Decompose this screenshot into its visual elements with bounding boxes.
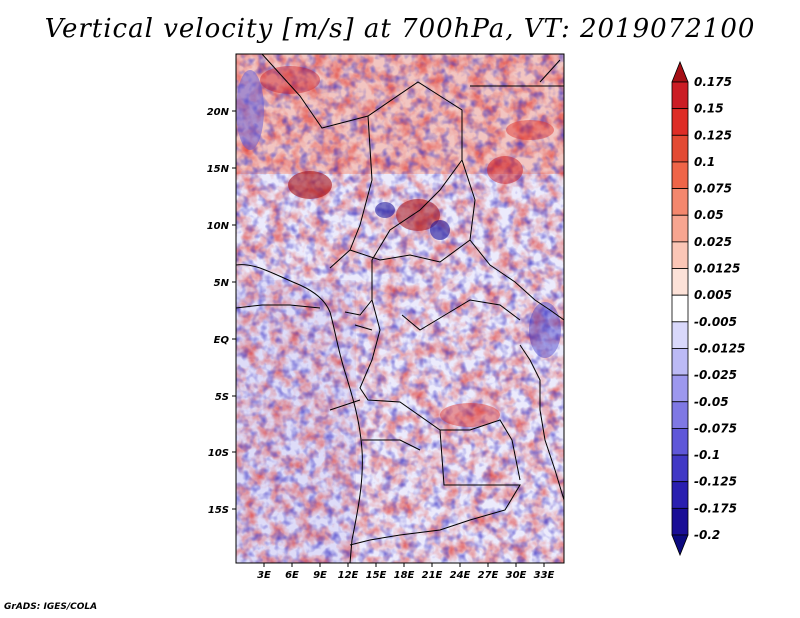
colorbar-segment (671, 321, 689, 349)
colorbar-label: -0.2 (694, 528, 720, 542)
lon-label: 3E (257, 570, 271, 581)
colorbar-segment (671, 214, 689, 243)
colorbar-segment (671, 188, 689, 216)
colorbar-label: -0.05 (694, 395, 729, 409)
lat-label: 15N (207, 164, 230, 175)
lat-label: 20N (207, 107, 230, 118)
lon-label: 6E (285, 570, 299, 581)
colorbar-label: 0.1 (694, 155, 715, 169)
lat-label: 10N (207, 221, 230, 232)
map-title: Vertical velocity [m/s] at 700hPa, VT: 2… (44, 14, 756, 44)
colorbar-segment (671, 81, 689, 110)
colorbar: 0.175 0.15 0.125 0.1 0.075 0.05 0.025 0.0125 0.0… (671, 60, 745, 557)
colorbar-label: -0.175 (694, 501, 737, 515)
colorbar-label: 0.175 (694, 75, 732, 89)
colorbar-label: -0.125 (694, 475, 737, 489)
colorbar-segment (671, 294, 689, 323)
colorbar-segment (671, 348, 689, 376)
colorbar-label: -0.005 (694, 315, 737, 329)
longitude-axis: 3E 6E 9E 12E 15E 18E 21E 24E 27E 30E 33E (257, 563, 555, 581)
colorbar-segment (671, 534, 689, 557)
colorbar-label: 0.15 (694, 102, 724, 116)
lon-label: 21E (422, 570, 443, 581)
colorbar-segment (671, 134, 689, 163)
colorbar-label: 0.005 (694, 288, 732, 302)
colorbar-segment (671, 108, 689, 136)
colorbar-segment (671, 454, 689, 483)
colorbar-label: 0.05 (694, 208, 724, 222)
colorbar-label: 0.0125 (694, 262, 740, 276)
colorbar-segment (671, 428, 689, 456)
colorbar-label: -0.075 (694, 421, 737, 435)
colorbar-label: 0.075 (694, 182, 732, 196)
latitude-axis: 20N 15N 10N 5N EQ 5S 10S 15S (207, 107, 236, 516)
lat-label: 10S (208, 448, 229, 459)
colorbar-segment (671, 268, 689, 296)
colorbar-segment (671, 161, 689, 189)
colorbar-label: -0.1 (694, 448, 720, 462)
lat-label: EQ (214, 335, 230, 346)
lon-label: 33E (534, 570, 555, 581)
colorbar-segment (671, 241, 689, 269)
country-borders (236, 54, 564, 563)
lon-label: 12E (338, 570, 359, 581)
lon-label: 27E (478, 570, 499, 581)
colorbar-label: 0.025 (694, 235, 732, 249)
lon-label: 24E (450, 570, 471, 581)
vertical-velocity-field (236, 54, 564, 563)
lon-label: 9E (313, 570, 327, 581)
lon-label: 30E (506, 570, 527, 581)
colorbar-segment (671, 60, 689, 83)
colorbar-segment (671, 374, 689, 403)
lat-label: 15S (208, 505, 229, 516)
colorbar-label: -0.0125 (694, 341, 745, 355)
lat-label: 5N (214, 278, 230, 289)
lon-label: 18E (394, 570, 415, 581)
footer-credit: GrADS: IGES/COLA (4, 602, 98, 612)
lon-label: 15E (366, 570, 387, 581)
colorbar-segment (671, 507, 689, 536)
colorbar-label: 0.125 (694, 128, 732, 142)
colorbar-label: -0.025 (694, 368, 737, 382)
colorbar-segment (671, 401, 689, 429)
colorbar-segment (671, 481, 689, 509)
plot-frame (235, 53, 565, 564)
lat-label: 5S (215, 392, 229, 403)
